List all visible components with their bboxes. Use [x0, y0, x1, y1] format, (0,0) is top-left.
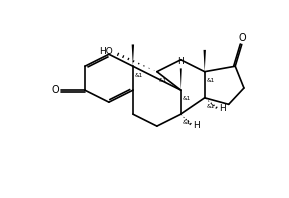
Text: &1: &1 — [159, 78, 167, 83]
Polygon shape — [180, 68, 182, 90]
Text: H: H — [177, 57, 184, 66]
Text: O: O — [51, 85, 59, 95]
Text: HO: HO — [99, 47, 113, 56]
Polygon shape — [203, 50, 206, 72]
Text: &1: &1 — [183, 96, 191, 101]
Text: O: O — [238, 33, 246, 43]
Text: &1: &1 — [206, 104, 215, 109]
Text: &1: &1 — [183, 120, 191, 125]
Text: &1: &1 — [135, 73, 143, 78]
Polygon shape — [132, 45, 134, 66]
Text: H: H — [220, 104, 226, 113]
Text: &1: &1 — [206, 78, 215, 83]
Text: H: H — [193, 121, 200, 129]
